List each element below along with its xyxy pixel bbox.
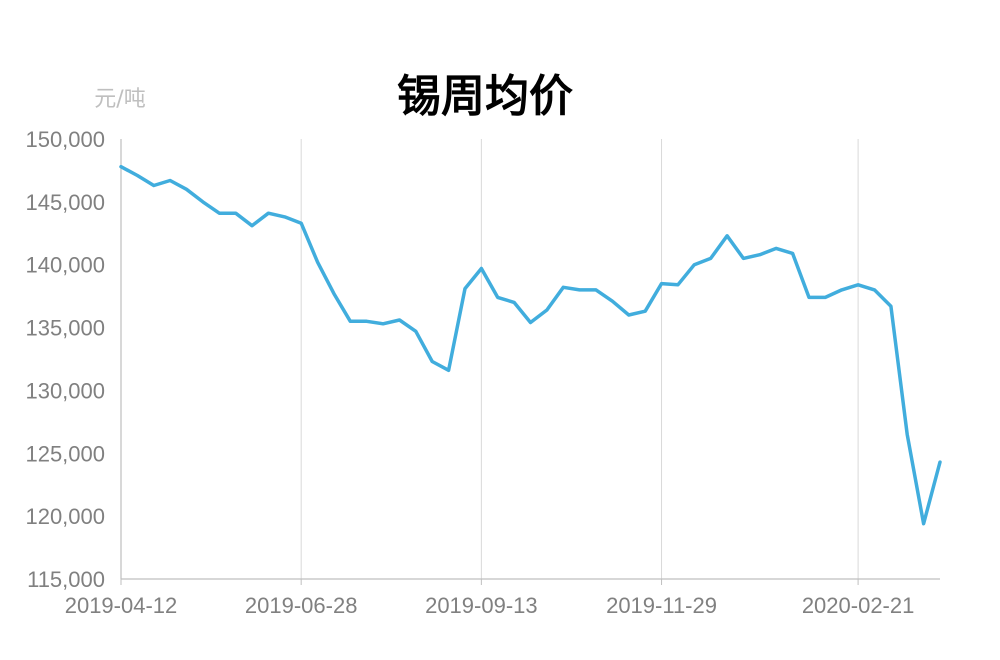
y-tick-label: 125,000 (25, 441, 105, 466)
x-tick-label: 2020-02-21 (802, 593, 915, 618)
axes (120, 139, 940, 585)
x-tick-label: 2019-11-29 (606, 593, 717, 618)
series-group (119, 164, 942, 526)
chart-title: 锡周均价 (397, 71, 573, 122)
y-tick-label: 120,000 (25, 504, 105, 529)
price-series-line (119, 164, 942, 526)
y-axis-unit-label: 元/吨 (94, 87, 145, 112)
y-tick-label: 135,000 (25, 316, 105, 341)
y-tick-label: 130,000 (25, 378, 105, 403)
y-tick-label: 140,000 (25, 253, 105, 278)
x-tick-label: 2019-06-28 (245, 593, 358, 618)
y-tick-label: 145,000 (25, 190, 105, 215)
x-tick-labels: 2019-04-12 2019-06-28 2019-09-13 2019-11-29… (65, 593, 915, 618)
vertical-gridlines (300, 139, 859, 579)
y-tick-labels: 115,000 120,000 125,000 130,000 135,000 140,0… (25, 127, 105, 592)
y-tick-label: 115,000 (27, 567, 105, 592)
y-tick-label: 150,000 (25, 127, 105, 152)
x-tick-label: 2019-09-13 (425, 593, 538, 618)
x-tick-label: 2019-04-12 (65, 593, 178, 618)
